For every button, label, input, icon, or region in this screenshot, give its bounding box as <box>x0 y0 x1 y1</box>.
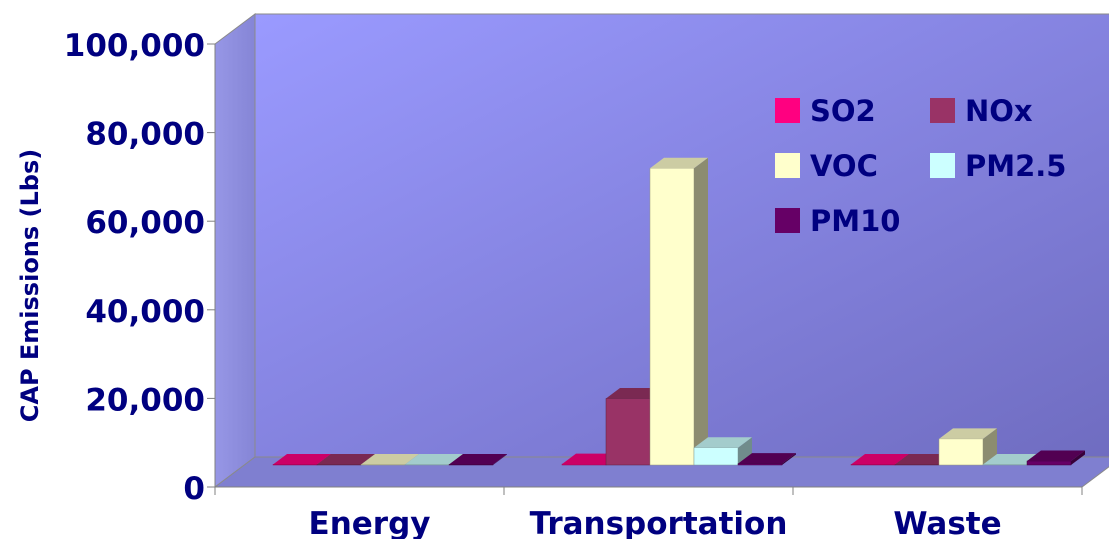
legend-swatch <box>775 208 800 233</box>
x-tick-label: Energy <box>309 506 431 539</box>
bar-voc-transportation[interactable] <box>650 158 708 465</box>
y-axis-title: CAP Emissions (Lbs) <box>16 149 44 422</box>
x-tick-label: Transportation <box>530 506 788 539</box>
legend-label: SO2 <box>810 94 876 128</box>
side-wall <box>215 14 255 487</box>
legend-item-pm10: PM10 <box>775 204 900 238</box>
legend-label: PM2.5 <box>965 149 1067 183</box>
y-tick-label: 20,000 <box>85 382 205 418</box>
y-tick-label: 80,000 <box>85 117 205 153</box>
legend-item-voc: VOC <box>775 149 878 183</box>
bar-front-face <box>694 448 738 465</box>
y-tick-label: 0 <box>183 471 205 507</box>
legend-label: NOx <box>965 94 1033 128</box>
x-tick-label: Waste <box>893 506 1001 539</box>
y-tick-label: 60,000 <box>85 205 205 241</box>
legend-label: VOC <box>810 149 878 183</box>
bar-front-face <box>1027 461 1071 465</box>
legend-item-so2: SO2 <box>775 94 876 128</box>
legend-swatch <box>775 98 800 123</box>
legend-item-nox: NOx <box>930 94 1033 128</box>
bar-front-face <box>562 464 606 465</box>
legend-swatch <box>930 153 955 178</box>
legend-label: PM10 <box>810 204 900 238</box>
legend-swatch <box>930 98 955 123</box>
bar-voc-waste[interactable] <box>939 428 997 465</box>
bar-side-face <box>694 158 708 465</box>
legend-swatch <box>775 153 800 178</box>
bar-front-face <box>738 464 782 465</box>
bar-front-face <box>606 399 650 465</box>
legend-item-pm25: PM2.5 <box>930 149 1067 183</box>
y-tick-label: 40,000 <box>85 294 205 330</box>
y-tick-label: 100,000 <box>64 28 205 64</box>
bar-front-face <box>939 439 983 465</box>
bar-front-face <box>650 168 694 465</box>
